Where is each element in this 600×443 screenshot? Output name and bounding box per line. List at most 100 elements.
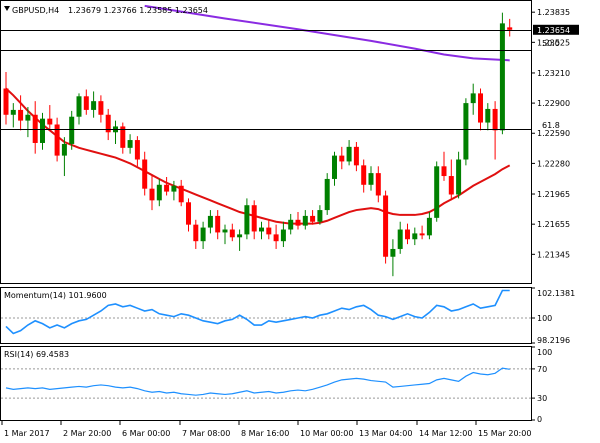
chart-ohlc: 1.23679 1.23766 1.23585 1.23654 xyxy=(68,6,208,15)
rsi-tick-label: 100 xyxy=(537,348,552,357)
time-tick-label: 8 Mar 16:00 xyxy=(241,429,289,438)
candle xyxy=(193,219,199,249)
candle-body xyxy=(426,217,432,236)
candle-body xyxy=(193,224,199,242)
candle-body xyxy=(207,215,213,228)
price-tick-label: 1.23210 xyxy=(537,69,570,78)
candle xyxy=(3,71,9,125)
candle-body xyxy=(463,103,469,160)
price-tick-label: 1.22590 xyxy=(537,129,570,138)
candle xyxy=(47,105,53,131)
candle xyxy=(405,223,410,245)
candle xyxy=(69,110,75,150)
candle xyxy=(98,95,104,123)
candle-body xyxy=(507,27,513,30)
candle xyxy=(251,200,257,240)
candle xyxy=(186,198,191,232)
candle-body xyxy=(120,126,126,148)
candle-body xyxy=(368,173,374,185)
candle xyxy=(288,213,294,235)
candle xyxy=(478,88,483,131)
candle-body xyxy=(61,143,67,156)
candle-body xyxy=(492,108,498,131)
candle xyxy=(332,151,337,186)
candle xyxy=(61,137,67,177)
rsi-panel-frame xyxy=(0,346,532,421)
candle xyxy=(353,142,359,172)
candle xyxy=(142,151,148,196)
candle-body xyxy=(295,219,301,226)
candle xyxy=(229,223,235,242)
candle xyxy=(113,120,118,144)
candle-body xyxy=(434,166,440,218)
candle-body xyxy=(310,215,316,222)
price-axis: 1.23835 1.23525 1.23210 1.22900 1.22590 1.222… xyxy=(531,8,579,259)
candle-body xyxy=(405,229,410,240)
candle xyxy=(127,134,133,154)
candle-body xyxy=(178,185,184,203)
candle-body xyxy=(478,93,483,123)
candle-body xyxy=(346,146,352,162)
candle xyxy=(91,91,97,118)
candle xyxy=(40,112,45,150)
rsi-layer xyxy=(1,367,531,399)
time-tick-label: 7 Mar 08:00 xyxy=(182,429,230,438)
candle-body xyxy=(259,227,264,232)
time-axis: 1 Mar 2017 2 Mar 20:00 6 Mar 00:00 7 Mar 08… xyxy=(1,421,531,438)
candle xyxy=(273,224,279,249)
candle-body xyxy=(3,88,9,115)
candle-body xyxy=(397,229,403,249)
candle xyxy=(134,136,140,167)
candle xyxy=(171,180,177,201)
candle-body xyxy=(441,166,447,177)
candle xyxy=(507,18,513,37)
candle xyxy=(317,205,323,225)
price-tick-label: 1.21345 xyxy=(537,250,570,259)
candle-body xyxy=(499,23,505,131)
candle xyxy=(76,93,82,125)
candle-body xyxy=(251,205,257,232)
rsi-tick-label: 30 xyxy=(537,394,547,403)
candle-body xyxy=(266,227,272,235)
candle-body xyxy=(40,118,45,143)
rsi-tick-label: 70 xyxy=(537,365,547,374)
candle xyxy=(346,140,352,166)
candle-body xyxy=(47,118,53,125)
candle xyxy=(259,221,264,240)
candle xyxy=(448,159,454,201)
candle xyxy=(149,176,155,211)
candle xyxy=(368,166,374,191)
candle xyxy=(105,108,111,141)
candle-body xyxy=(215,215,221,233)
candle-body xyxy=(339,155,345,162)
time-tick-label: 14 Mar 12:00 xyxy=(419,429,472,438)
time-tick-label: 15 Mar 20:00 xyxy=(478,429,531,438)
candle-body xyxy=(324,178,330,211)
candle-body xyxy=(383,195,389,257)
price-tick-label: 1.22900 xyxy=(537,99,570,108)
candle xyxy=(178,179,184,207)
candle-body xyxy=(419,233,425,236)
candle xyxy=(419,225,425,240)
candle xyxy=(310,210,316,225)
candle-body xyxy=(280,229,286,242)
candle-body xyxy=(200,227,206,242)
candle-body xyxy=(83,96,89,110)
fib-618-label: 61.8 xyxy=(542,121,560,130)
candle-body xyxy=(353,146,359,166)
candle-body xyxy=(375,173,381,196)
candle xyxy=(25,106,31,138)
candle xyxy=(375,166,381,203)
candle xyxy=(412,227,418,246)
candle-body xyxy=(485,108,491,123)
price-tick-label: 1.23835 xyxy=(537,8,570,17)
candle xyxy=(434,161,440,222)
momentum-tick-label: 100 xyxy=(537,314,552,323)
candle-body xyxy=(25,114,31,121)
candle-body xyxy=(317,210,323,222)
candle-body xyxy=(18,109,24,121)
momentum-tick-label: 98.2196 xyxy=(537,336,570,345)
time-tick-label: 1 Mar 2017 xyxy=(4,429,50,438)
momentum-panel-frame xyxy=(0,287,532,344)
